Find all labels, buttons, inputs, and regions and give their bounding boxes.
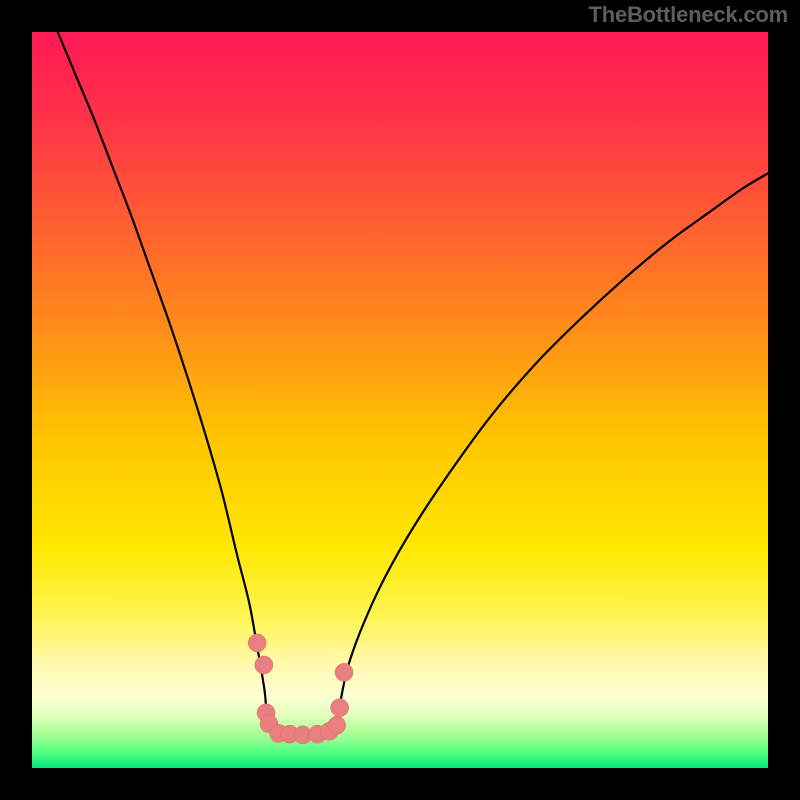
plot-background bbox=[32, 32, 768, 768]
chart-container: TheBottleneck.com bbox=[0, 0, 800, 800]
marker-dot bbox=[335, 663, 353, 681]
bottleneck-chart bbox=[0, 0, 800, 800]
marker-dot bbox=[328, 716, 346, 734]
marker-dot bbox=[248, 634, 266, 652]
attribution-text: TheBottleneck.com bbox=[588, 2, 788, 28]
marker-dot bbox=[255, 656, 273, 674]
marker-dot bbox=[331, 699, 349, 717]
